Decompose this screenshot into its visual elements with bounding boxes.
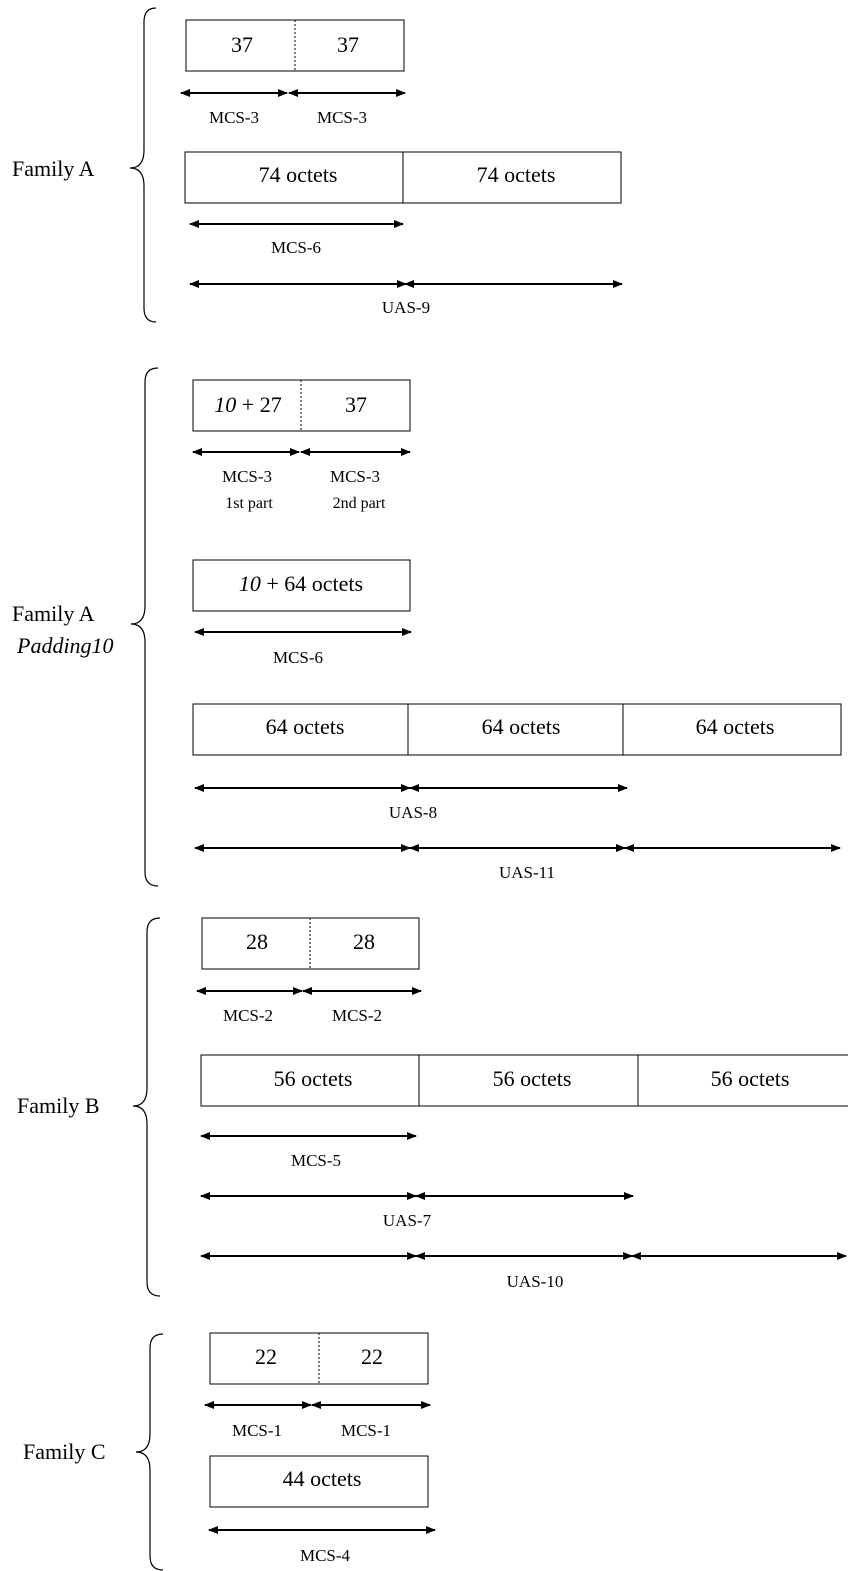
family-c-small-arrow-left-label: MCS-1: [232, 1421, 282, 1440]
family-c-small-arrow-right-label: MCS-1: [341, 1421, 391, 1440]
family-a-padding-small-right-value: 37: [345, 392, 367, 417]
family-a-padding-small-arrow-left-sub: 1st part: [225, 495, 273, 512]
family-a-small-right-value: 37: [337, 32, 359, 57]
family-c-large-cell-1: 44 octets: [283, 1466, 362, 1491]
family-a-padding-mid-italic: 10: [239, 571, 261, 596]
family-a-padding-mid-value: 10 + 64 octets: [239, 571, 363, 596]
family-a-padding-mid-box: [192, 559, 411, 612]
family-a-large-cell-2: 74 octets: [477, 162, 556, 187]
family-b-large-cell-2: 56 octets: [493, 1066, 572, 1091]
family-b-small-arrow-left-label: MCS-2: [223, 1006, 273, 1025]
family-a-brace: [129, 7, 157, 323]
family-a-padding-large-cell-2: 64 octets: [482, 714, 561, 739]
family-a-mcs6-label: MCS-6: [271, 238, 321, 257]
family-a-small-arrow-right-label: MCS-3: [317, 108, 367, 127]
family-c-group: Family C 22 22 MCS-1 MCS-1 44 octets MCS…: [23, 1332, 436, 1571]
family-a-padding-uas11-label: UAS-11: [499, 863, 555, 882]
family-a-large-cell-1: 74 octets: [259, 162, 338, 187]
family-c-small-left-value: 22: [255, 1344, 277, 1369]
family-a-padding-large-cell-1: 64 octets: [266, 714, 345, 739]
family-b-group: Family B 28 28 MCS-2 MCS-2 56 octets 56 …: [17, 917, 848, 1297]
family-a-padding-small-arrow-right-sub: 2nd part: [333, 495, 386, 512]
family-b-brace: [132, 917, 161, 1297]
family-a-padding-large-cell-3: 64 octets: [696, 714, 775, 739]
family-b-small-right-value: 28: [353, 929, 375, 954]
family-c-large-row: [209, 1455, 429, 1508]
family-b-uas7-label: UAS-7: [383, 1211, 432, 1230]
family-a-padding-label: Family A: [12, 601, 95, 626]
family-a-padding-small-left-value: 10 + 27: [214, 392, 281, 417]
family-b-small-arrow-right-label: MCS-2: [332, 1006, 382, 1025]
family-a-label: Family A: [12, 156, 95, 181]
family-b-label: Family B: [17, 1093, 100, 1118]
family-c-label: Family C: [23, 1439, 106, 1464]
family-a-padding-sublabel: Padding10: [16, 633, 114, 658]
family-a-padding-mcs6-label: MCS-6: [273, 648, 323, 667]
family-a-padding-large-row: [192, 703, 842, 756]
family-a-padding-mid-rest: + 64 octets: [261, 571, 363, 596]
family-a-small-left-value: 37: [231, 32, 253, 57]
family-c-small-right-value: 22: [361, 1344, 383, 1369]
family-c-brace: [135, 1333, 164, 1571]
family-a-group: Family A 37 37 MCS-3 MCS-3 74 octets 74 …: [12, 7, 623, 323]
family-a-padding-small-left-rest: + 27: [236, 392, 281, 417]
family-a-small-arrow-left-label: MCS-3: [209, 108, 259, 127]
family-a-padding-brace: [130, 367, 159, 887]
family-b-large-row: [200, 1054, 848, 1107]
family-a-padding-small-arrow-left-label: MCS-3: [222, 467, 272, 486]
family-b-mcs5-label: MCS-5: [291, 1151, 341, 1170]
family-a-padding-group: Family A Padding10 10 + 27 37 MCS-3 1st …: [12, 367, 842, 887]
family-a-padding-small-arrow-right-label: MCS-3: [330, 467, 380, 486]
family-b-uas10-label: UAS-10: [507, 1272, 564, 1291]
family-a-uas9-label: UAS-9: [382, 298, 430, 317]
family-b-small-left-value: 28: [246, 929, 268, 954]
family-a-padding-small-left-italic: 10: [214, 392, 236, 417]
family-a-padding-uas8-label: UAS-8: [389, 803, 437, 822]
family-b-large-cell-3: 56 octets: [711, 1066, 790, 1091]
family-b-large-cell-1: 56 octets: [274, 1066, 353, 1091]
family-c-mcs4-label: MCS-4: [300, 1546, 351, 1565]
